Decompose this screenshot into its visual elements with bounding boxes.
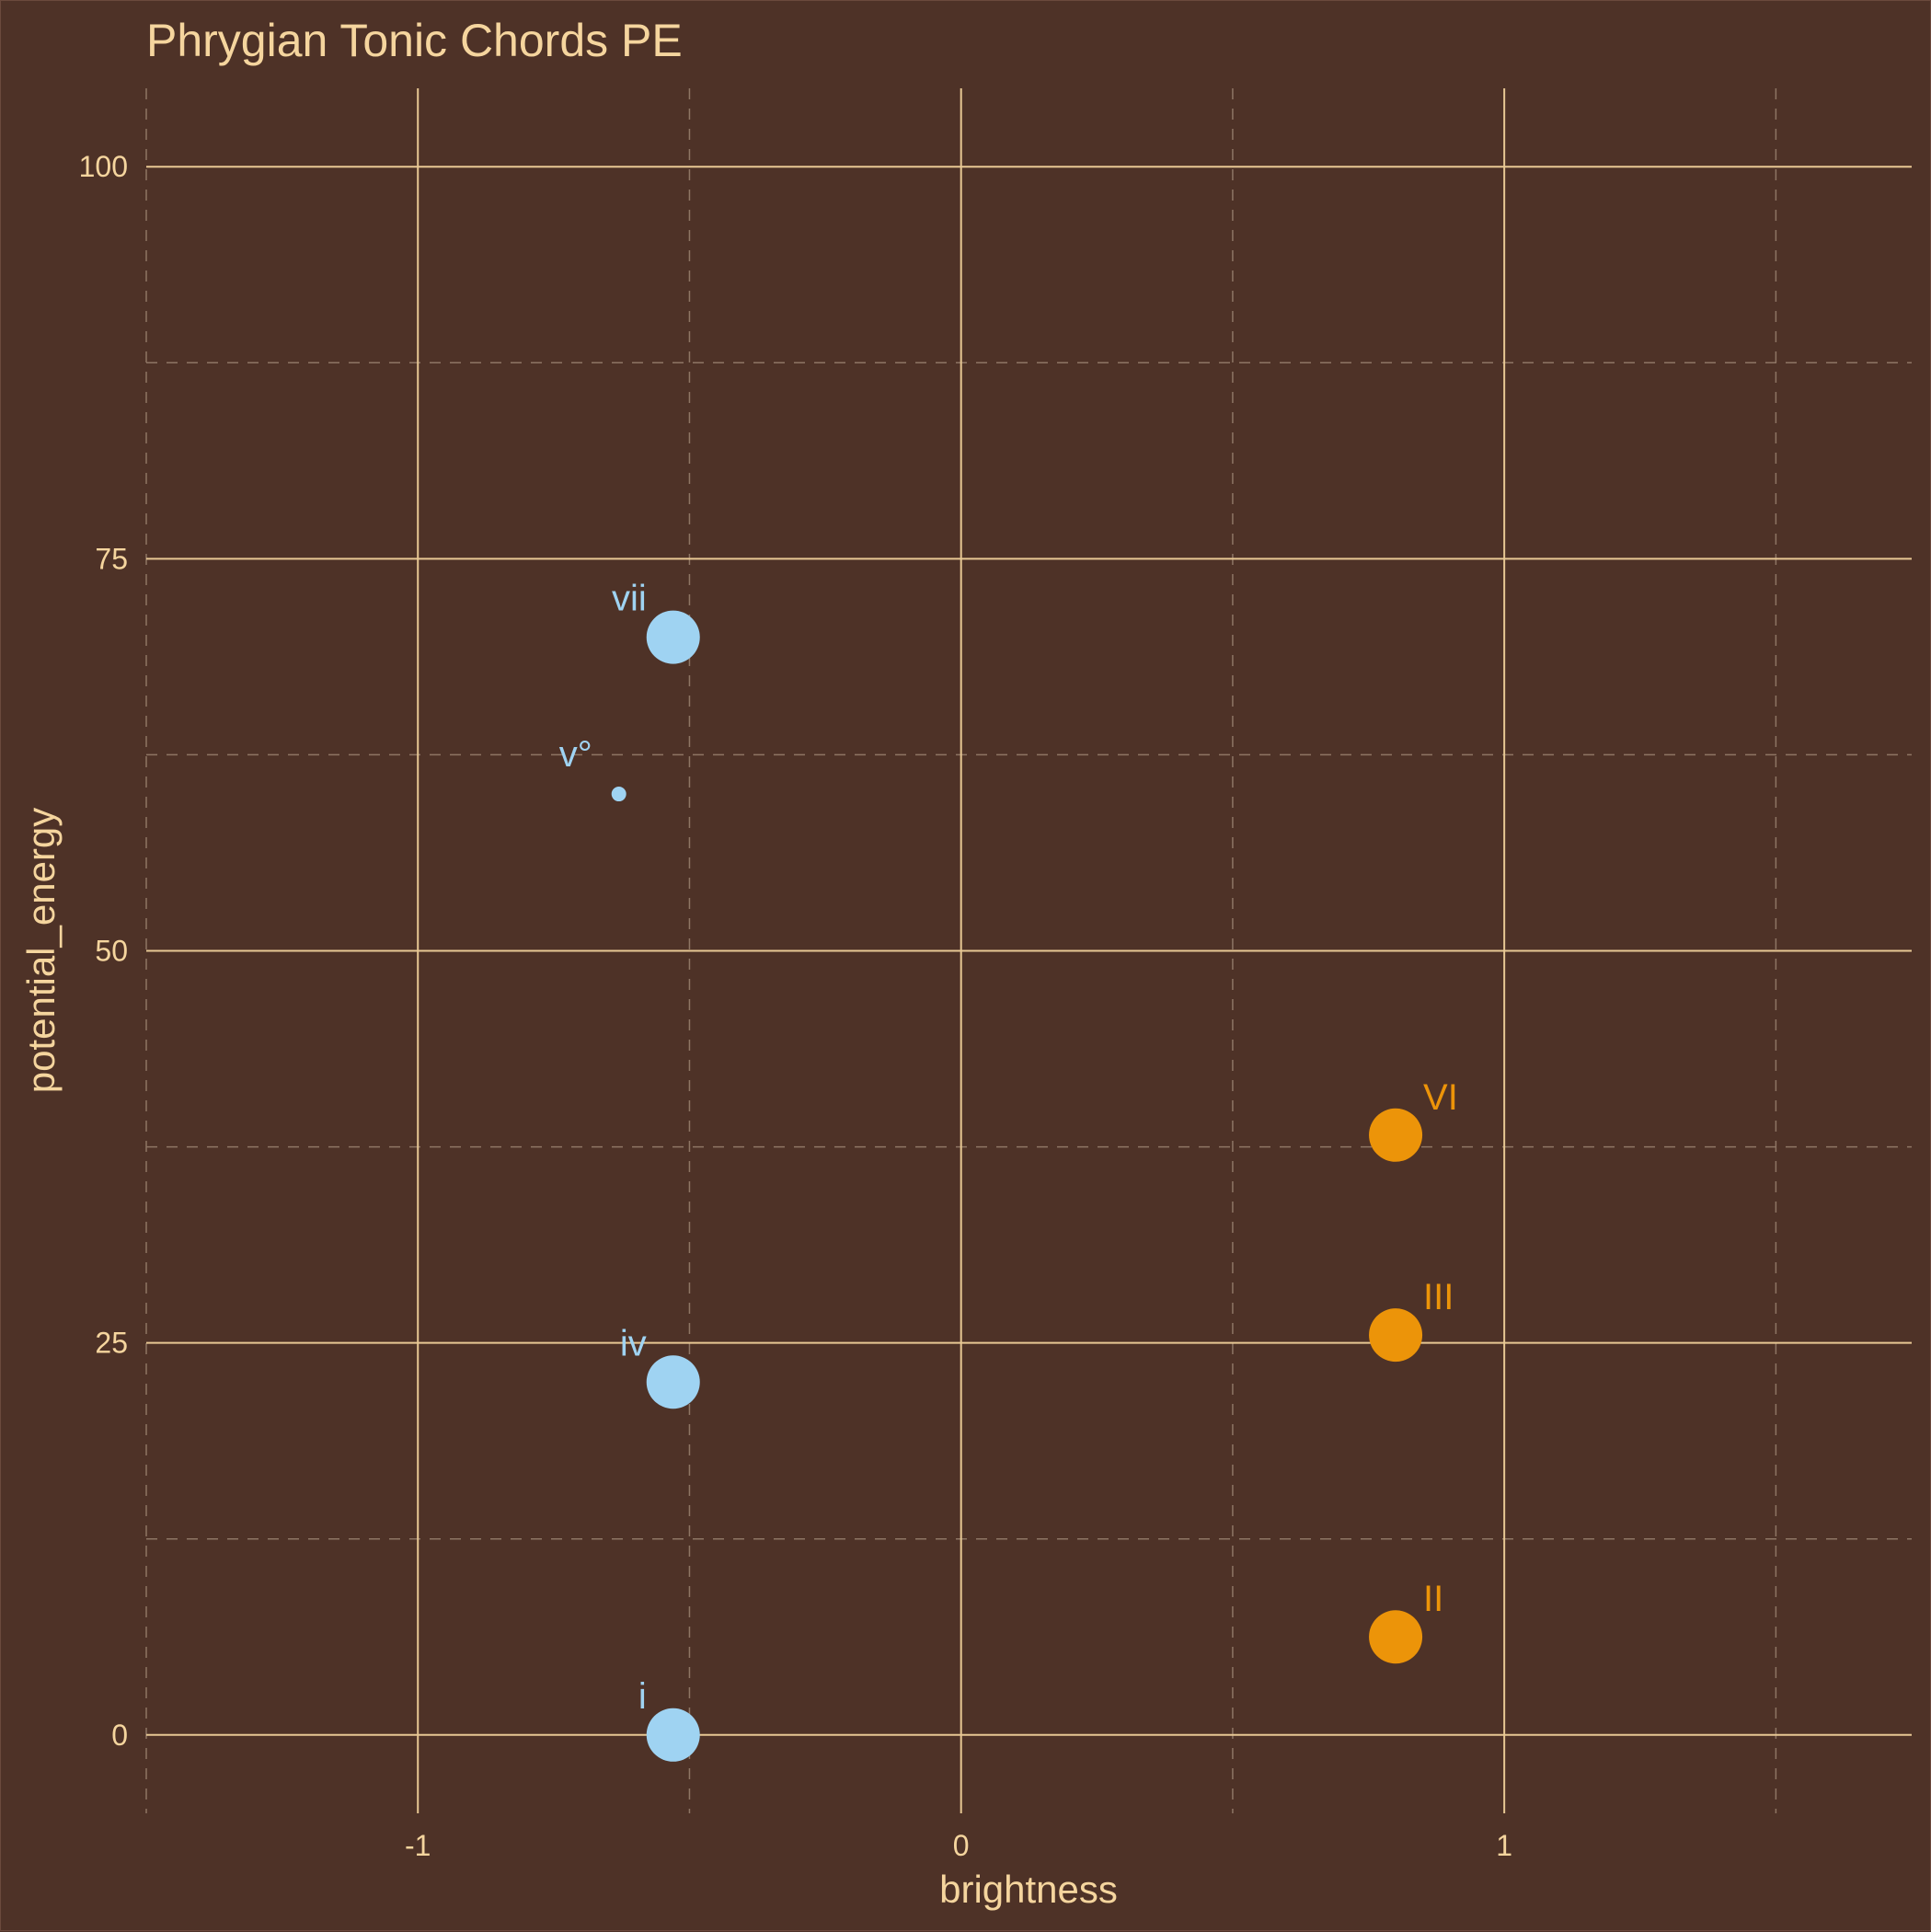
- y-tick-label: 0: [111, 1719, 128, 1752]
- data-point-VI: [1369, 1108, 1423, 1162]
- data-point-III: [1369, 1308, 1423, 1363]
- grid-minor: [145, 88, 1912, 1813]
- x-tick-label: 1: [1496, 1829, 1512, 1862]
- point-label-vii: vii: [612, 579, 647, 619]
- data-point-v°: [611, 787, 626, 802]
- chart-title: Phrygian Tonic Chords PE: [146, 15, 683, 66]
- y-tick-label: 100: [79, 150, 128, 183]
- point-label-III: III: [1423, 1277, 1454, 1317]
- data-point-i: [646, 1708, 700, 1762]
- point-label-i: i: [638, 1676, 647, 1717]
- data-point-iv: [646, 1355, 700, 1409]
- y-tick-label: 75: [95, 542, 128, 575]
- point-label-VI: VI: [1423, 1077, 1458, 1118]
- x-tick-label: 0: [953, 1829, 970, 1862]
- y-tick-label: 25: [95, 1327, 128, 1360]
- y-tick-label: 50: [95, 935, 128, 968]
- y-axis-ticks: 0 25 50 75 100: [79, 150, 128, 1752]
- point-label-II: II: [1423, 1579, 1443, 1619]
- grid-major: [146, 88, 1912, 1813]
- data-points: [611, 610, 1423, 1762]
- y-axis-title: potential_energy: [19, 808, 63, 1094]
- point-label-iv: iv: [620, 1323, 647, 1363]
- x-axis-title: brightness: [939, 1868, 1118, 1911]
- x-tick-label: -1: [405, 1829, 431, 1862]
- data-point-vii: [646, 610, 700, 664]
- point-label-v°: v°: [559, 734, 592, 775]
- x-axis-ticks: -1 0 1: [405, 1829, 1512, 1862]
- data-point-II: [1369, 1610, 1423, 1664]
